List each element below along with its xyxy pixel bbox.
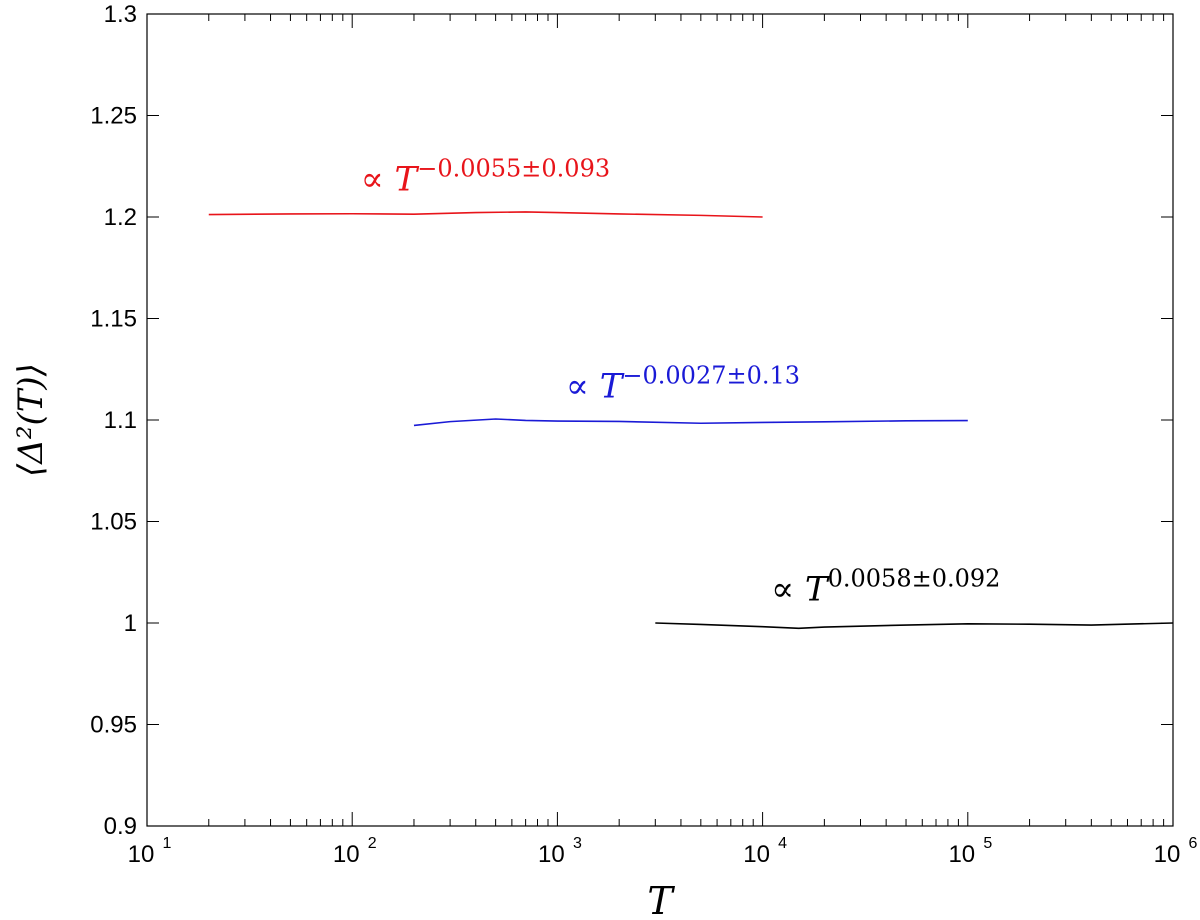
x-tick-exponent: 2 (368, 835, 377, 852)
y-tick-label: 0.9 (104, 813, 137, 840)
plot-frame (146, 13, 1174, 827)
x-tick-exponent: 6 (1189, 835, 1198, 852)
x-tick-label: 10 (948, 841, 975, 868)
x-tick-exponent: 3 (573, 835, 582, 852)
x-tick-exponent: 4 (778, 835, 787, 852)
annotations-layer: ∝ T−0.0055±0.093 ∝ T−0.0027±0.13 ∝ T0.0058… (361, 155, 1001, 610)
series-line-2 (413, 418, 968, 427)
y-tick-label: 1.1 (104, 407, 137, 434)
y-tick-label: 1.15 (90, 306, 137, 333)
ticks-layer: 0.9 0.95 1 1.05 1.1 1.15 1.2 1.25 1.3 10 1 10 2 10 3 10… (90, 1, 1197, 868)
x-tick-label: 10 (1154, 841, 1181, 868)
y-tick-label: 0.95 (90, 712, 137, 739)
y-tick-label: 1.2 (104, 204, 137, 231)
x-tick-label: 10 (333, 841, 360, 868)
y-tick-label: 1.3 (104, 1, 137, 28)
x-axis-label: T (647, 879, 675, 920)
y-tick-label: 1.05 (90, 509, 137, 536)
series-line-3 (655, 622, 1174, 630)
annotation-3: ∝ T0.0058±0.092 (771, 565, 1000, 610)
y-tick-label: 1 (124, 610, 137, 637)
x-tick-exponent: 5 (983, 835, 992, 852)
x-tick-label: 10 (538, 841, 565, 868)
y-tick-label: 1.25 (90, 103, 137, 130)
annotation-2: ∝ T−0.0027±0.13 (566, 362, 800, 407)
x-tick-label: 10 (743, 841, 770, 868)
annotation-1: ∝ T−0.0055±0.093 (361, 155, 610, 200)
series-line-1 (208, 211, 763, 218)
x-tick-label: 10 (128, 841, 155, 868)
series-layer (208, 211, 1174, 630)
y-axis-label: ⟨Δ²(T)⟩ (11, 363, 51, 477)
x-tick-exponent: 1 (163, 835, 172, 852)
